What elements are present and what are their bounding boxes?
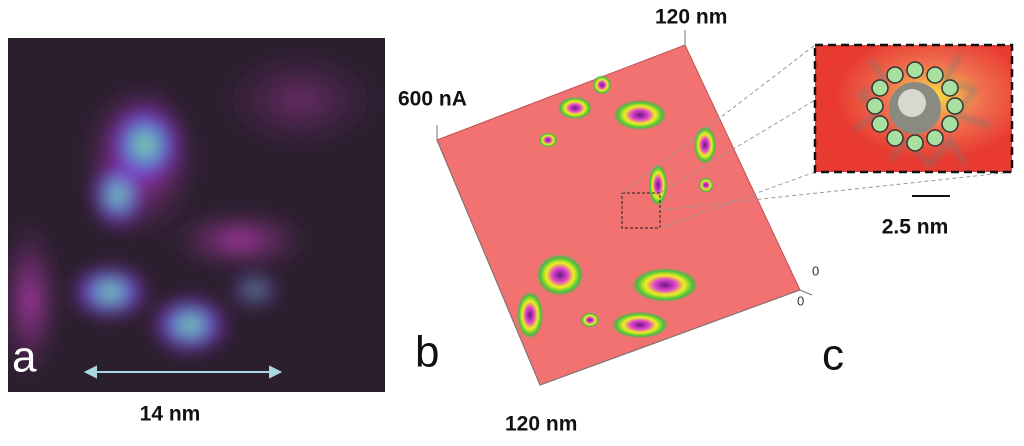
panel-c [813,43,1014,197]
axis-tick-label: 0 [797,293,804,308]
image-blobs [8,50,380,380]
panel-b [436,30,1013,386]
scale-arrow [83,365,283,379]
surface-peaks [516,75,717,340]
zoom-lines [621,44,1013,229]
zoom-box [621,192,661,229]
inset-frame [813,43,1014,174]
axis-label: 120 nm [655,6,727,29]
scale-label: 2.5 nm [882,216,949,239]
scale-label: 14 nm [140,403,201,426]
z-axis-label: 600 nA [398,88,467,111]
panel-label: b [415,328,439,377]
ligands [854,54,991,168]
nanoparticle-highlight [898,89,926,117]
panel-a [8,38,385,392]
panel-label: a [12,333,37,382]
axis-label: 120 nm [505,413,577,436]
ring-beads [866,61,964,152]
axis-tick-label: 0 [812,263,819,278]
panel-label: c [822,331,844,380]
axes [436,30,813,386]
